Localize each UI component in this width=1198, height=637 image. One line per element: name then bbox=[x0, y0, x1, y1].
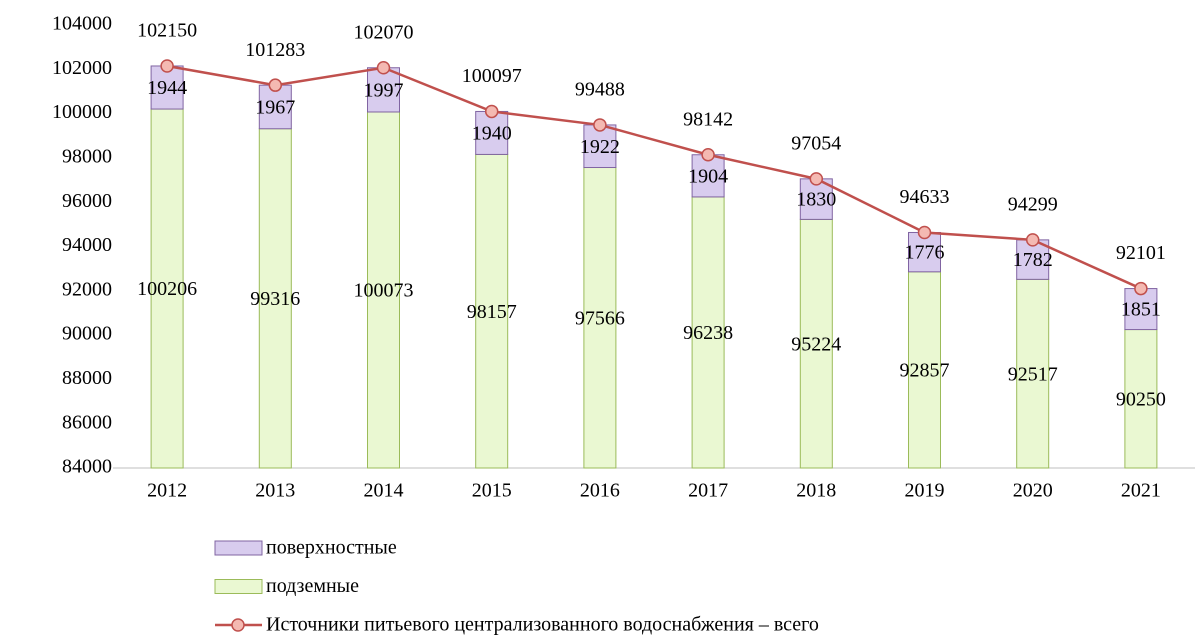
x-tick-label: 2016 bbox=[580, 480, 620, 502]
bar bbox=[475, 153, 509, 469]
line-marker bbox=[701, 148, 715, 162]
bar bbox=[150, 65, 184, 110]
bar-value-label: 95224 bbox=[791, 333, 841, 355]
bar-value-label: 97566 bbox=[575, 307, 625, 329]
bar-value-label: 1830 bbox=[796, 189, 836, 211]
legend-swatch bbox=[214, 579, 263, 594]
line-value-label: 94299 bbox=[1008, 193, 1058, 215]
y-tick-label: 96000 bbox=[62, 190, 112, 212]
y-tick-label: 90000 bbox=[62, 323, 112, 345]
bar bbox=[908, 271, 941, 469]
line-value-label: 97054 bbox=[791, 132, 841, 154]
bar-value-label: 1851 bbox=[1121, 299, 1161, 321]
y-tick-label: 88000 bbox=[62, 367, 112, 389]
bar-value-label: 1776 bbox=[905, 242, 945, 264]
bar-value-label: 1967 bbox=[255, 97, 295, 119]
bar bbox=[799, 218, 833, 469]
x-tick-label: 2017 bbox=[688, 480, 728, 502]
x-tick-label: 2012 bbox=[147, 480, 187, 502]
line-value-label: 98142 bbox=[683, 108, 733, 130]
y-tick-label: 92000 bbox=[62, 278, 112, 300]
line-value-label: 94633 bbox=[900, 186, 950, 208]
bar-value-label: 100073 bbox=[354, 280, 414, 302]
bar bbox=[1016, 278, 1050, 469]
bar bbox=[150, 108, 184, 469]
x-tick-label: 2015 bbox=[472, 480, 512, 502]
line-value-label: 102070 bbox=[354, 21, 414, 43]
bar-value-label: 99316 bbox=[250, 288, 300, 310]
bar-value-label: 1944 bbox=[147, 77, 187, 99]
line-marker bbox=[1134, 281, 1148, 296]
bar-value-label: 92517 bbox=[1008, 363, 1058, 385]
line-marker bbox=[917, 225, 932, 240]
bar bbox=[908, 231, 941, 273]
y-tick-label: 104000 bbox=[52, 13, 112, 35]
bar bbox=[1124, 329, 1158, 469]
y-tick-label: 102000 bbox=[52, 57, 112, 79]
line-value-label: 99488 bbox=[575, 79, 625, 101]
x-tick-label: 2021 bbox=[1121, 480, 1161, 502]
bar-value-label: 1997 bbox=[364, 79, 404, 101]
bar-value-label: 96238 bbox=[683, 322, 733, 344]
bar-value-label: 90250 bbox=[1116, 388, 1166, 410]
bar bbox=[583, 167, 617, 469]
bar-value-label: 1904 bbox=[688, 165, 728, 187]
bar-value-label: 100206 bbox=[137, 278, 197, 300]
line-marker bbox=[268, 78, 283, 92]
bar bbox=[799, 178, 833, 220]
line-marker bbox=[160, 59, 174, 73]
bar-value-label: 92857 bbox=[900, 360, 950, 382]
bar bbox=[583, 124, 617, 169]
line-value-label: 92101 bbox=[1116, 242, 1166, 264]
bar bbox=[691, 196, 725, 469]
legend-label: Источники питьевого централизованного во… bbox=[266, 614, 819, 636]
bar-value-label: 1940 bbox=[472, 123, 512, 145]
legend-label: поверхностные bbox=[266, 537, 397, 559]
line-value-label: 101283 bbox=[245, 39, 305, 61]
y-tick-label: 94000 bbox=[62, 234, 112, 256]
x-tick-label: 2020 bbox=[1013, 480, 1053, 502]
x-tick-label: 2018 bbox=[796, 480, 836, 502]
legend-label: подземные bbox=[266, 575, 359, 597]
bar-value-label: 98157 bbox=[467, 301, 517, 323]
x-tick-label: 2019 bbox=[905, 480, 945, 502]
line-marker bbox=[593, 118, 607, 132]
legend-marker bbox=[231, 618, 245, 632]
bar bbox=[258, 84, 292, 130]
y-tick-label: 98000 bbox=[62, 145, 112, 167]
line bbox=[166, 64, 1142, 290]
line-marker bbox=[1025, 233, 1040, 247]
legend-swatch bbox=[214, 540, 263, 556]
x-tick-label: 2014 bbox=[364, 480, 404, 502]
line-value-label: 100097 bbox=[462, 65, 522, 87]
bar bbox=[367, 67, 400, 113]
bar-value-label: 1782 bbox=[1013, 249, 1053, 271]
bar bbox=[258, 128, 292, 469]
bar-value-label: 1922 bbox=[580, 136, 620, 158]
line-marker bbox=[376, 60, 391, 75]
y-tick-label: 86000 bbox=[62, 411, 112, 433]
bar bbox=[691, 154, 725, 198]
line-value-label: 102150 bbox=[137, 20, 197, 42]
bar bbox=[1124, 288, 1158, 331]
y-tick-label: 84000 bbox=[62, 456, 112, 478]
y-tick-label: 100000 bbox=[52, 101, 112, 123]
line-marker bbox=[484, 104, 499, 119]
x-tick-label: 2013 bbox=[255, 480, 295, 502]
line-marker bbox=[809, 172, 824, 186]
